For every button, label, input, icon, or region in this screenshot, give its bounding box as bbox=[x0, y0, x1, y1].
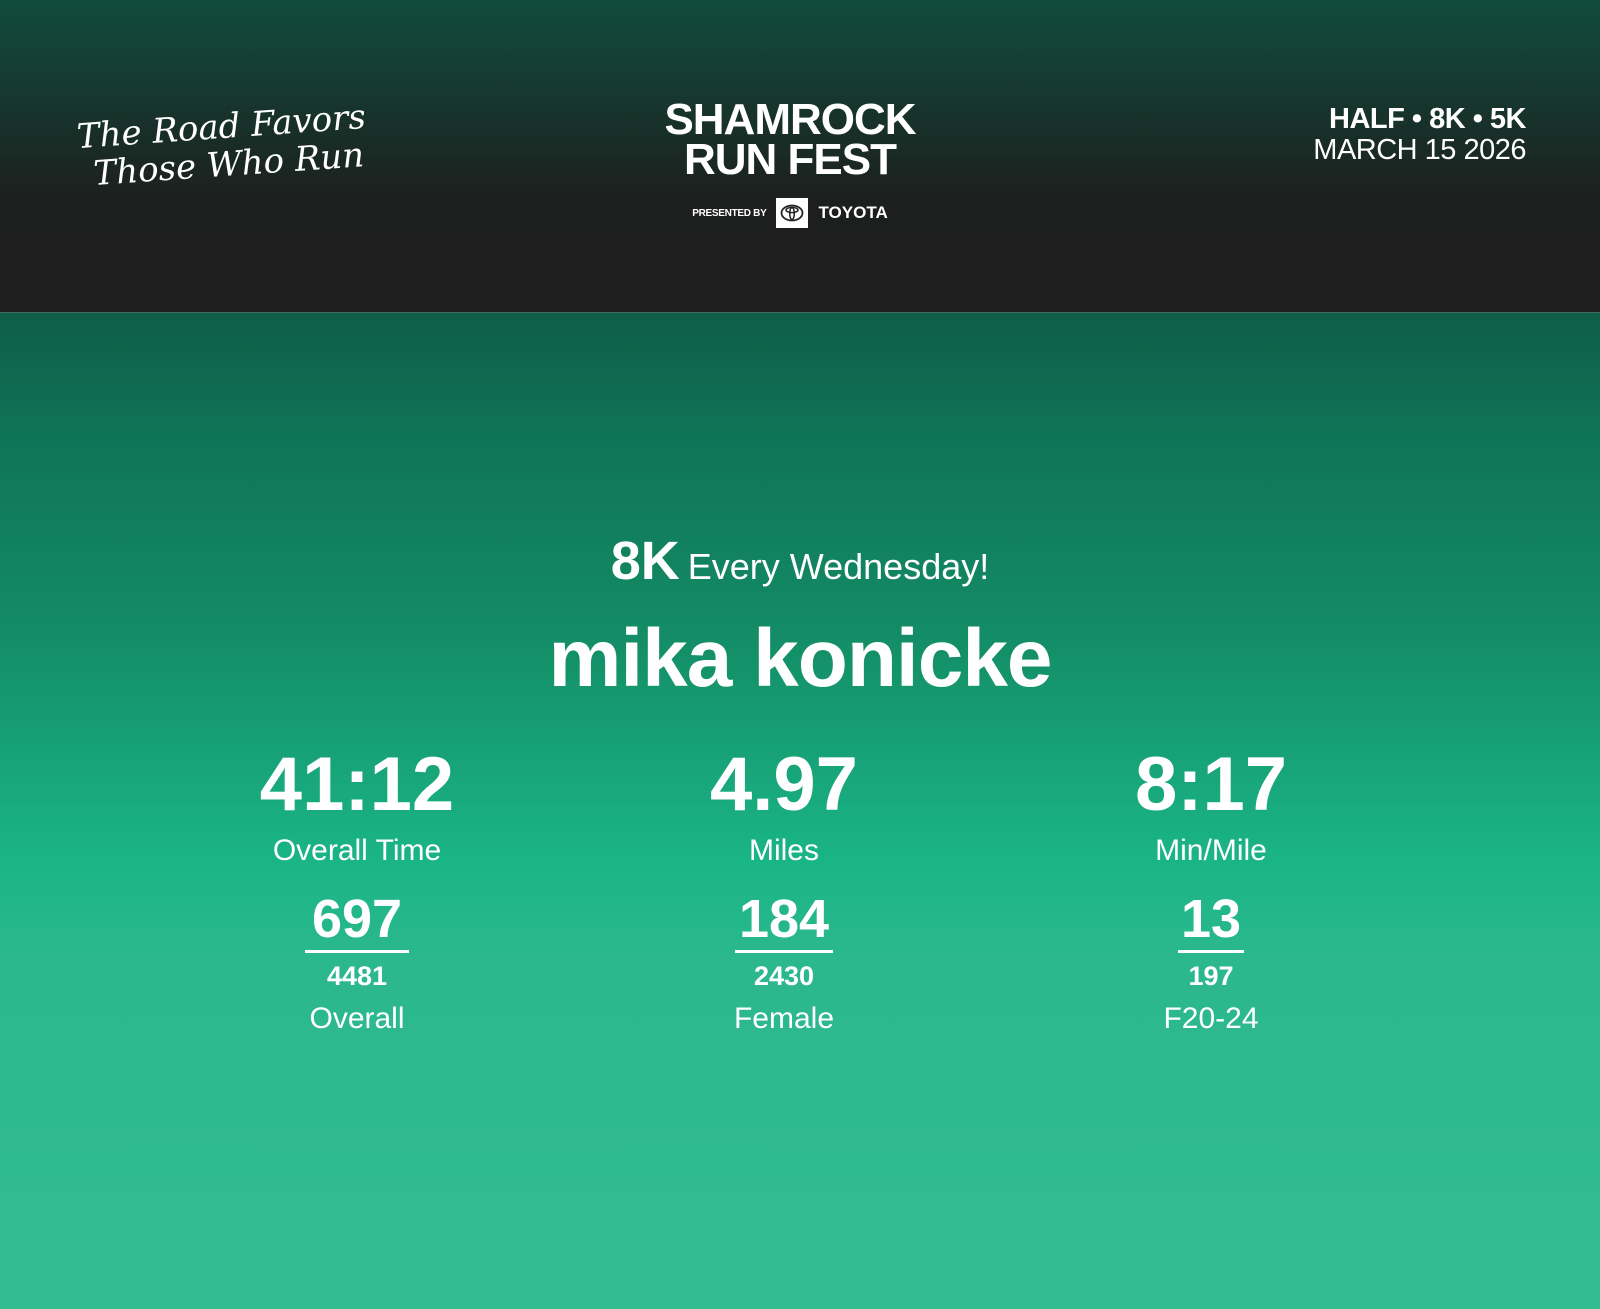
header: The Road Favors Those Who Run SHAMROCK R… bbox=[0, 0, 1600, 313]
stat-label: Overall Time bbox=[272, 834, 442, 867]
sponsor-row: PRESENTED BY TOYOTA bbox=[640, 198, 940, 228]
stat-value: 8:17 bbox=[1134, 742, 1288, 827]
divider bbox=[305, 950, 409, 953]
sponsor-name: TOYOTA bbox=[818, 203, 888, 222]
toyota-logo-icon bbox=[776, 198, 809, 228]
presented-by: PRESENTED BY bbox=[692, 207, 767, 219]
total: 2430 bbox=[753, 961, 815, 991]
divider bbox=[735, 950, 833, 953]
stat-value: 41:12 bbox=[259, 742, 455, 827]
stat-value: 4.97 bbox=[710, 742, 858, 827]
stat-overall-time: 41:12 Overall Time 697 4481 Overall bbox=[157, 740, 557, 1036]
stat-pace: 8:17 Min/Mile 13 197 F20-24 bbox=[1011, 740, 1411, 1036]
race-distance: 8K bbox=[610, 531, 680, 591]
stat-label: Min/Mile bbox=[1155, 834, 1267, 867]
tagline: The Road Favors Those Who Run bbox=[76, 97, 370, 194]
place: 697 bbox=[311, 889, 403, 949]
runner-name: mika konicke bbox=[548, 613, 1052, 704]
stat-miles: 4.97 Miles 184 2430 Female bbox=[584, 740, 984, 1036]
event-info: HALF • 8K • 5K MARCH 15 2026 bbox=[1313, 104, 1526, 166]
total: 197 bbox=[1188, 961, 1234, 991]
divider bbox=[1178, 950, 1244, 953]
total: 4481 bbox=[326, 961, 388, 991]
logo-line-2: RUN FEST bbox=[684, 135, 897, 184]
stat-label: Miles bbox=[748, 834, 819, 867]
race-heading: 8K Every Wednesday! bbox=[0, 530, 1600, 592]
team-name: Every Wednesday! bbox=[687, 546, 990, 587]
category: Overall bbox=[309, 1002, 405, 1035]
category: F20-24 bbox=[1163, 1002, 1259, 1035]
logo-line-1: SHAMROCK bbox=[664, 95, 916, 144]
category: Female bbox=[733, 1002, 835, 1035]
distances: HALF • 8K • 5K bbox=[1329, 103, 1526, 135]
place: 184 bbox=[738, 889, 830, 949]
event-date: MARCH 15 2026 bbox=[1313, 134, 1526, 166]
event-logo[interactable]: SHAMROCK RUN FEST PRESENTED BY TOYOTA bbox=[640, 95, 940, 228]
place: 13 bbox=[1180, 889, 1242, 949]
